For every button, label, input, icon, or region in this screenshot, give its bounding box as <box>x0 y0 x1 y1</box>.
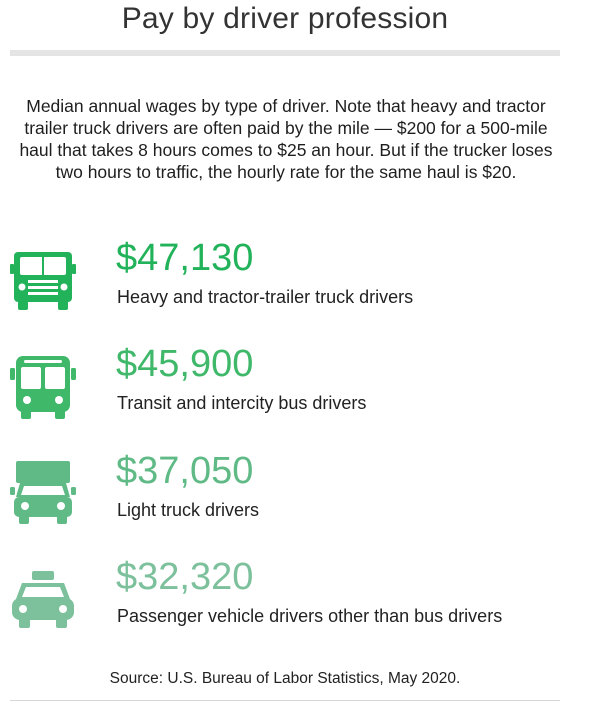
wage-label: Heavy and tractor-trailer truck drivers <box>117 287 414 307</box>
wage-amount: $47,130 <box>116 237 254 279</box>
wage-label: Light truck drivers <box>117 500 260 520</box>
wage-label: Transit and intercity bus drivers <box>117 393 367 413</box>
bus-icon <box>8 350 78 422</box>
wage-row-passenger: $32,320 Passenger vehicle drivers other … <box>0 555 599 655</box>
page-title: Pay by driver profession <box>121 2 449 35</box>
wage-row-bus: $45,900 Transit and intercity bus driver… <box>0 342 599 442</box>
light-truck-icon <box>8 457 78 529</box>
title-divider <box>10 50 560 56</box>
wage-row-light-truck: $37,050 Light truck drivers <box>0 449 599 549</box>
bottom-divider <box>10 700 560 701</box>
source-note: Source: U.S. Bureau of Labor Statistics,… <box>109 670 461 687</box>
semi-truck-icon <box>8 244 78 316</box>
subtitle-note: Median annual wages by type of driver. N… <box>19 96 553 182</box>
wage-label: Passenger vehicle drivers other than bus… <box>117 606 503 626</box>
wage-amount: $32,320 <box>116 556 254 598</box>
taxi-icon <box>8 563 78 635</box>
wage-amount: $37,050 <box>116 450 254 492</box>
wage-row-heavy-truck: $47,130 Heavy and tractor-trailer truck … <box>0 236 599 336</box>
wage-amount: $45,900 <box>116 343 254 385</box>
